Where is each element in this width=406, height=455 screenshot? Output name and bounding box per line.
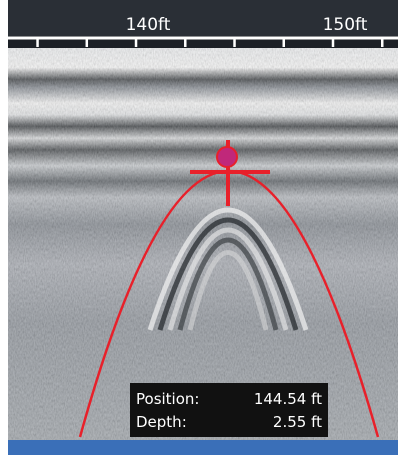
ruler-bar: [8, 0, 398, 36]
ruler-label: 140ft: [126, 15, 171, 35]
readout-box: [130, 383, 328, 437]
ruler: 140ft 150ft: [36, 15, 384, 47]
depth-value: 2.55 ft: [273, 413, 322, 431]
status-bar: [8, 440, 398, 455]
position-value: 144.54 ft: [254, 390, 322, 408]
ruler-label: 150ft: [323, 15, 368, 35]
hyperbola-echo: [147, 207, 309, 331]
target-marker: [216, 146, 238, 168]
depth-label: Depth:: [136, 413, 187, 431]
position-label: Position:: [136, 390, 199, 408]
radargram-noise: [8, 48, 398, 440]
